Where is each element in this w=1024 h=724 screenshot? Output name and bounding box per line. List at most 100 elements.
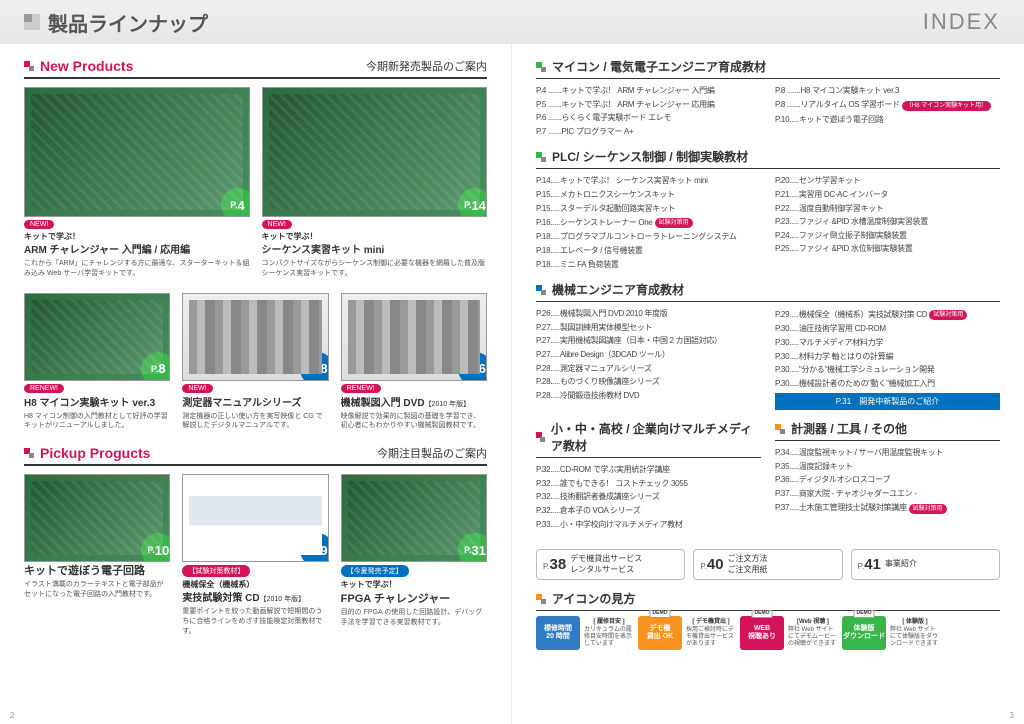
index-line: P.33.....小・中学校向けマルチメディア教材 bbox=[536, 518, 761, 532]
index-line: P.18.....ミニ FA 負荷装置 bbox=[536, 258, 761, 272]
card-desc: 測定機器の正しい使い方を実写映像と CG で解説したデジタルマニュアルです。 bbox=[182, 412, 328, 432]
page-badge: P.26 bbox=[458, 352, 487, 381]
section-title: 機械エンジニア育成教材 bbox=[552, 281, 684, 298]
index-line: P.30.....マルチメディア材料力学 bbox=[775, 336, 1000, 350]
page-badge: P.4 bbox=[221, 188, 250, 217]
renew-tag: RENEW! bbox=[341, 384, 381, 393]
section-pickup-head: Pickup Progucts 今期注目製品のご案内 bbox=[24, 445, 487, 466]
product-thumb: P.10 bbox=[24, 474, 170, 562]
section-title: マイコン / 電気電子エンジニア育成教材 bbox=[552, 58, 766, 75]
index-line: P.35.....温度記録キット bbox=[775, 460, 1000, 474]
index-line: P.27.....製図訓練用実体模型セット bbox=[536, 321, 761, 335]
icon-label-desc: カリキュラムの履修目安時間を表示しています bbox=[584, 627, 634, 649]
header-icon bbox=[24, 14, 40, 30]
index-line: P.15.....スターデルタ起動回路実習キット bbox=[536, 202, 761, 216]
index-line: P.22.....温度自動制御学習キット bbox=[775, 202, 1000, 216]
index-line: P.7 .......PIC プログラマー A+ bbox=[536, 125, 761, 139]
icons-head: アイコンの見方 bbox=[536, 590, 1000, 611]
page-left: New Products 今期新発売製品のご案内 P.4 NEW! キットで学ぶ… bbox=[0, 44, 512, 724]
index-line: P.32.....倉本子の VOA シリーズ bbox=[536, 504, 761, 518]
page-badge: P.8 bbox=[141, 352, 170, 381]
index-line: P.29.....機械保全（機械系）実技試験対策 CD 試験対策用 bbox=[775, 307, 1000, 322]
product-card: P.26 RENEW! 機械製図入門 DVD【2010 年版】 映像解説で効果的… bbox=[341, 293, 487, 432]
icon-legend-item: 標修時間20 時間 bbox=[536, 616, 580, 650]
index-section-head: 小・中・高校 / 企業向けマルチメディア教材 bbox=[536, 420, 761, 458]
index-line: P.30.....機械設計者のための"動く"機械加工入門 bbox=[775, 377, 1000, 391]
card-kicker: キットで学ぶ！ bbox=[341, 579, 487, 590]
index-line: P.30.....材料力学 軸とはりの計算編 bbox=[775, 350, 1000, 364]
square-icon bbox=[536, 62, 546, 72]
index-line: P.27.....Alibre Design（3DCAD ツール） bbox=[536, 348, 761, 362]
index-line: P.18.....エレベータ / 信号機装置 bbox=[536, 244, 761, 258]
card-title: 測定器マニュアルシリーズ bbox=[182, 397, 328, 410]
icon-label-head: [ 履修目安 ] bbox=[593, 616, 624, 625]
index-line: P.30.....油圧技術学習用 CD-ROM bbox=[775, 322, 1000, 336]
product-thumb: P.26 bbox=[341, 293, 487, 381]
product-thumb: P.14 bbox=[262, 87, 488, 217]
index-section-head: PLC/ シーケンス制御 / 制御実験教材 bbox=[536, 148, 1000, 169]
index-line: P.6 .......らくらく電子実験ボード エレモ bbox=[536, 111, 761, 125]
new-tag: NEW! bbox=[182, 384, 212, 393]
index-line: P.26.....機械製図入門 DVD 2010 年度版 bbox=[536, 307, 761, 321]
header-index: INDEX bbox=[923, 9, 1000, 35]
new-tag: NEW! bbox=[262, 220, 292, 229]
card-desc: これから「ARM」にチャレンジする方に最適な、スターターキット＆組み込み Web… bbox=[24, 259, 250, 279]
icon-legend-item: DEMOデモ機貸出 OK bbox=[638, 616, 682, 650]
icon-label-head: [Web 視聴 ] bbox=[797, 616, 829, 625]
index-line: P.28.....測定器マニュアルシリーズ bbox=[536, 362, 761, 376]
card-kicker: 機械保全（機械系） bbox=[182, 579, 328, 590]
card-desc: 目的の FPGA の使用した回路設計、デバッグ手法を学習できる実習教材です。 bbox=[341, 608, 487, 628]
index-line: P.27.....実用機械製図講座（日本・中国 2 カ国語対応） bbox=[536, 334, 761, 348]
index-line: P.14.....キットで学ぶ！ シーケンス実習キット mini bbox=[536, 174, 761, 188]
section-title: Pickup Progucts bbox=[40, 445, 150, 461]
section-subtitle: 今期注目製品のご案内 bbox=[377, 445, 487, 461]
card-title: 実技試験対策 CD【2010 年版】 bbox=[182, 592, 328, 605]
callout: P.31 開発中新製品のご紹介 bbox=[775, 393, 1000, 410]
index-line: P.25.....ファジィ &PID 水位制御実験装置 bbox=[775, 242, 1000, 256]
exam-tag: 試験対策用 bbox=[929, 310, 967, 320]
renew-tag: RENEW! bbox=[24, 384, 64, 393]
exam-tag: 試験対策用 bbox=[655, 218, 693, 228]
card-desc: 映像解説で効果的に製図の基礎を学習でき、初心者にもわかりやすい機械製図教材です。 bbox=[341, 412, 487, 432]
page-number: 3 bbox=[1010, 711, 1014, 720]
service-box: P.40ご注文方法ご注文用紙 bbox=[693, 549, 842, 580]
index-section-head: 機械エンジニア育成教材 bbox=[536, 281, 1000, 302]
product-thumb: P.29 bbox=[182, 474, 328, 562]
card-kicker: キットで学ぶ！ bbox=[262, 231, 488, 242]
product-thumb: P.28 bbox=[182, 293, 328, 381]
index-line: P.10.....キットで遊ぼう電子回路 bbox=[775, 113, 1000, 127]
card-desc: 重要ポイントを絞った動画解説で短期間のうちに合格ラインをめざす技能検定対策教材で… bbox=[182, 607, 328, 636]
product-thumb: P.4 bbox=[24, 87, 250, 217]
section-title: アイコンの見方 bbox=[552, 590, 635, 607]
product-card: P.14 NEW! キットで学ぶ！ シーケンス実習キット mini コンパクトサ… bbox=[262, 87, 488, 279]
icon-legend-item: DEMO体験版ダウンロード bbox=[842, 616, 886, 650]
section-subtitle: 今期新発売製品のご案内 bbox=[366, 58, 487, 74]
icon-label-desc: 採用ご検討時にデモ機貸出サービスがあります bbox=[686, 627, 736, 649]
index-line: P.23.....ファジィ &PID 水槽温度制御実習装置 bbox=[775, 215, 1000, 229]
product-card: P.31 【今夏発売予定】 キットで学ぶ！ FPGA チャレンジャー 目的の F… bbox=[341, 474, 487, 636]
index-line: P.34.....温度監視キット / サーバ用温度監視キット bbox=[775, 446, 1000, 460]
card-title: キットで遊ぼう電子回路 bbox=[24, 564, 170, 578]
page-right: マイコン / 電気電子エンジニア育成教材 P.4 .......キットで学ぶ！ A… bbox=[512, 44, 1024, 724]
index-line: P.8 .......リアルタイム OS 学習ボード （H8 マイコン実験キット… bbox=[775, 98, 1000, 113]
square-icon bbox=[536, 432, 545, 442]
index-line: P.36.....ディジタルオシロスコープ bbox=[775, 473, 1000, 487]
index-line: P.24.....ファジィ倒立振子制御実験装置 bbox=[775, 229, 1000, 243]
index-line: P.8 .......H8 マイコン実験キット ver.3 bbox=[775, 84, 1000, 98]
square-icon bbox=[536, 152, 546, 162]
index-line: P.15.....メカトロニクスシーケンスキット bbox=[536, 188, 761, 202]
square-icon bbox=[536, 594, 546, 604]
icon-label-desc: 弊社 Web サイトにて体験版をダウンロードできます bbox=[890, 627, 940, 649]
card-title: 機械製図入門 DVD【2010 年版】 bbox=[341, 397, 487, 410]
index-line: P.4 .......キットで学ぶ！ ARM チャレンジャー 入門編 bbox=[536, 84, 761, 98]
index-line: P.28.....ものづくり映像講座シリーズ bbox=[536, 375, 761, 389]
icon-badge: DEMOデモ機貸出 OK bbox=[638, 616, 682, 650]
index-line: P.16.....シーケンストレーナー One 試験対策用 bbox=[536, 215, 761, 230]
page-badge: P.31 bbox=[458, 533, 487, 562]
card-title: シーケンス実習キット mini bbox=[262, 244, 488, 257]
section-new-products-head: New Products 今期新発売製品のご案内 bbox=[24, 58, 487, 79]
index-line: P.5 .......キットで学ぶ！ ARM チャレンジャー 応用編 bbox=[536, 98, 761, 112]
product-thumb: P.31 bbox=[341, 474, 487, 562]
card-title: FPGA チャレンジャー bbox=[341, 592, 487, 606]
square-icon bbox=[536, 285, 546, 295]
